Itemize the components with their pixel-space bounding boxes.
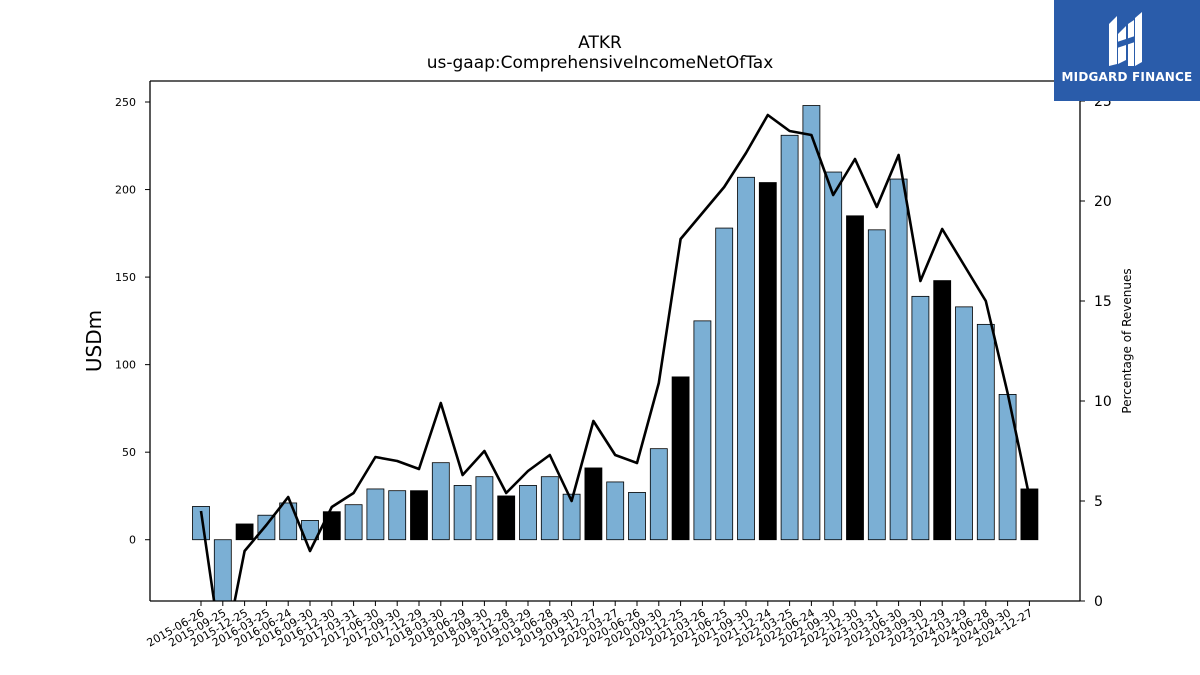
y-right-tick-label: 10: [1094, 394, 1112, 410]
bar-2023-06-30: [889, 178, 908, 541]
bar-2018-09-30: [475, 476, 494, 541]
bar-2020-09-30: [649, 448, 668, 541]
bar-2016-12-30: [322, 511, 341, 541]
bar-2019-12-27: [584, 467, 603, 541]
midgard-logo-icon: [1109, 12, 1142, 66]
bar-2017-12-29: [410, 490, 428, 541]
bar-2018-03-30: [431, 462, 450, 541]
bar-2017-09-30: [388, 490, 407, 541]
chart-title: ATKR: [578, 33, 622, 53]
bar-2022-12-30: [846, 215, 864, 541]
bar-2021-09-30: [737, 176, 755, 541]
y-left-axis-label: USDm: [82, 310, 106, 372]
y-left-tick-label: 0: [129, 534, 136, 547]
bar-2019-09-30: [562, 493, 581, 541]
bar-2021-06-25: [715, 227, 734, 541]
bar-2023-03-31: [867, 229, 886, 541]
bar-2022-03-25: [780, 134, 799, 541]
bar-2020-03-27: [606, 481, 625, 541]
bar-2020-12-25: [671, 376, 690, 541]
bar-2019-03-29: [519, 485, 537, 541]
bar-2015-09-25: [213, 539, 232, 601]
logo-text: MIDGARD FINANCE: [1061, 70, 1193, 84]
y-left-tick-label: 50: [122, 446, 136, 459]
y-left-tick-label: 200: [115, 184, 136, 197]
y-left-tick-label: 150: [115, 271, 136, 284]
bar-2019-06-28: [540, 476, 559, 541]
y-right-tick-label: 0: [1094, 594, 1103, 610]
y-left-tick-label: 250: [115, 96, 136, 109]
bar-2022-09-30: [824, 171, 843, 541]
bar-2018-06-29: [453, 485, 472, 541]
bar-2018-12-28: [497, 495, 516, 541]
y-right-tick-label: 20: [1094, 194, 1112, 210]
y-right-axis-label: Percentage of Revenues: [1120, 268, 1134, 413]
brand-logo: MIDGARD FINANCE: [1054, 0, 1200, 101]
plot-area: 05010015020025005101520252015-06-262015-…: [82, 80, 1134, 650]
bar-2024-12-27: [1020, 488, 1039, 541]
bar-2021-03-26: [693, 320, 712, 541]
percentage-line: [199, 113, 1031, 601]
bar-2024-06-28: [976, 323, 995, 541]
bar-2024-03-29: [955, 306, 973, 541]
bar-2023-12-29: [933, 280, 952, 541]
bar-2017-06-30: [366, 488, 385, 541]
bar-2017-03-31: [344, 504, 363, 541]
y-right-tick-label: 15: [1094, 294, 1112, 310]
bar-2021-12-24: [758, 182, 777, 541]
bar-2022-06-24: [802, 105, 821, 541]
bar-2023-09-30: [911, 295, 930, 541]
y-left-tick-label: 100: [115, 359, 136, 372]
bar-2020-06-26: [628, 492, 646, 541]
bar-2015-12-25: [235, 523, 254, 541]
chart-subtitle: us-gaap:ComprehensiveIncomeNetOfTax: [426, 53, 774, 73]
y-right-tick-label: 5: [1094, 494, 1103, 510]
